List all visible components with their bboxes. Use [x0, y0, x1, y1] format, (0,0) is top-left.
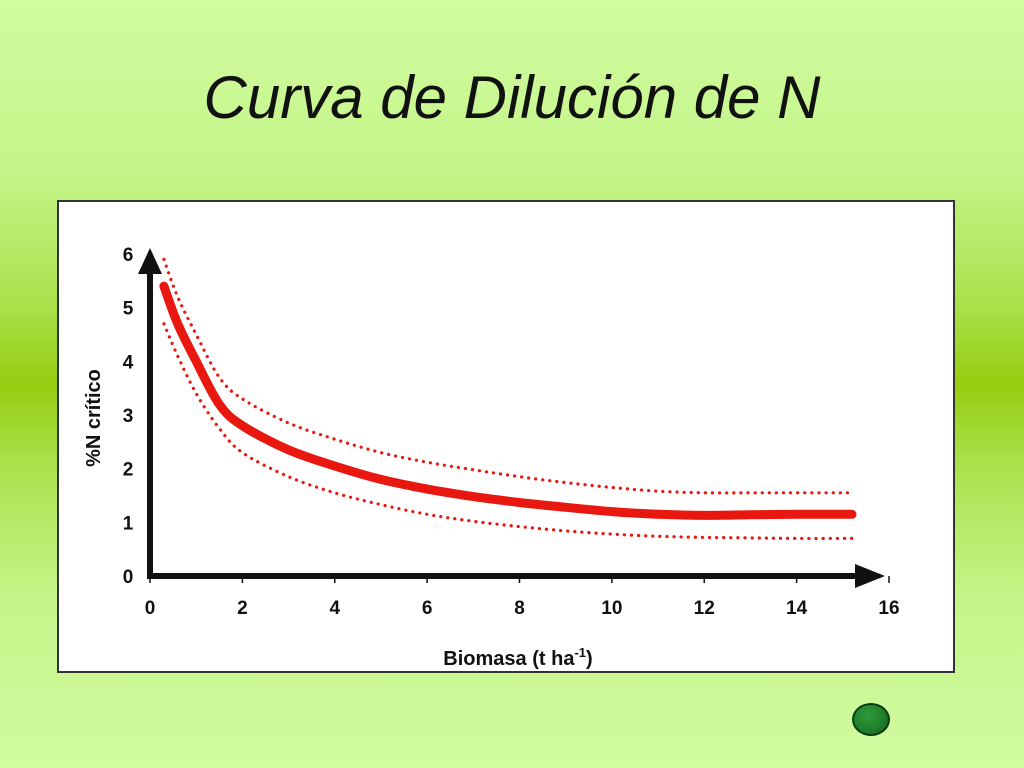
y-tick-label: 1: [123, 513, 134, 534]
x-tick-label: 12: [694, 598, 715, 619]
x-ticks-group: 0 2 4 6 8 10 12 14 16: [145, 576, 900, 619]
x-tick-label: 10: [601, 598, 622, 619]
y-ticks-group: 0 1 2 3 4 5 6: [123, 245, 134, 588]
x-tick-label: 16: [878, 598, 899, 619]
x-tick-label: 8: [514, 598, 525, 619]
x-axis-title-suffix: ): [586, 648, 593, 670]
x-axis-title-superscript: -1: [574, 645, 586, 660]
y-tick-label: 3: [123, 406, 134, 427]
next-slide-button[interactable]: [852, 703, 890, 736]
y-tick-label: 4: [123, 352, 134, 373]
y-axis-arrowhead: [138, 248, 162, 274]
x-tick-label: 6: [422, 598, 433, 619]
x-tick-label: 14: [786, 598, 808, 619]
y-axis-title: %N crítico: [83, 369, 105, 467]
x-axis-arrowhead: [855, 564, 885, 588]
x-tick-label: 4: [329, 598, 340, 619]
y-tick-label: 6: [123, 245, 134, 266]
curves-group: [159, 257, 857, 541]
x-tick-label: 2: [237, 598, 248, 619]
x-axis-title-main: Biomasa (t ha: [443, 648, 575, 670]
y-tick-label: 0: [123, 567, 134, 588]
x-axis-title: Biomasa (t ha-1): [443, 645, 592, 670]
axes-group: [138, 248, 885, 588]
slide-title: Curva de Dilución de N: [203, 64, 821, 131]
x-tick-label: 0: [145, 598, 156, 619]
series-critical-curve: [159, 281, 857, 520]
y-tick-label: 5: [123, 299, 134, 320]
series-lower-bound-dotted: [162, 322, 854, 541]
series-upper-bound-dotted: [162, 257, 854, 495]
y-tick-label: 2: [123, 460, 134, 481]
